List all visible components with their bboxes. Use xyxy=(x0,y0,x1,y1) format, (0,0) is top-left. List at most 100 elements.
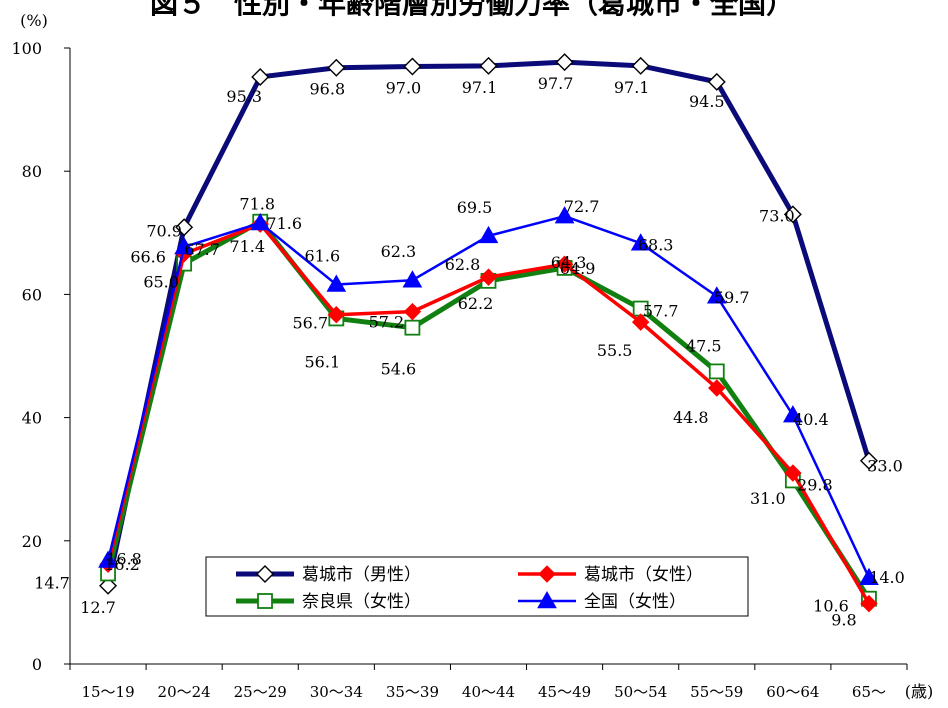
y-tick-label: 0 xyxy=(32,655,42,674)
data-label: 94.5 xyxy=(689,92,725,111)
data-point xyxy=(630,233,651,251)
data-label: 16.2 xyxy=(104,555,140,574)
y-tick-label: 80 xyxy=(22,162,42,181)
data-label: 97.1 xyxy=(614,78,650,97)
data-label: 69.5 xyxy=(457,198,493,217)
data-label: 59.7 xyxy=(714,288,750,307)
legend-label: 葛城市（女性） xyxy=(584,565,703,585)
data-point xyxy=(554,206,575,224)
data-label: 71.6 xyxy=(266,214,302,233)
data-point xyxy=(174,236,194,255)
data-label: 72.7 xyxy=(564,197,600,216)
data-label: 56.7 xyxy=(293,314,329,333)
chart-title: 図５ 性別・年齢階層別労働力率（葛城市・全国） xyxy=(150,0,795,20)
data-label: 70.9 xyxy=(146,221,182,240)
data-label: 57.2 xyxy=(369,313,405,332)
data-label: 67.7 xyxy=(184,240,220,259)
data-label: 65.0 xyxy=(143,273,179,292)
legend-box xyxy=(205,556,749,617)
data-point xyxy=(326,274,347,292)
data-point xyxy=(327,58,346,77)
data-point xyxy=(327,306,346,324)
data-point xyxy=(783,405,803,423)
data-point xyxy=(555,53,574,72)
data-label: 97.1 xyxy=(462,78,498,97)
data-point xyxy=(479,268,498,286)
data-point xyxy=(479,56,498,75)
data-label: 96.8 xyxy=(310,80,346,99)
x-tick-label: 55～59 xyxy=(690,683,743,701)
data-point xyxy=(404,319,421,336)
data-point xyxy=(402,270,423,288)
data-label: 33.0 xyxy=(867,457,903,476)
legend-marker xyxy=(538,565,556,583)
data-point xyxy=(708,379,726,397)
x-tick-label: 65～ xyxy=(852,683,886,701)
data-label: 55.5 xyxy=(597,341,633,360)
x-tick-label: 30～34 xyxy=(310,683,363,701)
data-label: 64.3 xyxy=(551,253,587,272)
data-point xyxy=(860,594,878,613)
y-axis-unit: (%) xyxy=(20,11,48,30)
data-label: 71.8 xyxy=(239,195,275,214)
data-label: 97.0 xyxy=(386,78,422,97)
data-point xyxy=(555,255,574,273)
legend-marker xyxy=(537,590,557,609)
axes-layer: 0 20 40 60 80 100 (%) 15～19 20～24 25～29 30～34 35～39… xyxy=(11,11,933,701)
labels-layer: 12.7 70.9 95.3 96.8 97.0 97.1 97.7 97.1 94.5 73.0… xyxy=(34,74,905,629)
data-point xyxy=(708,363,725,380)
data-label: 97.7 xyxy=(538,74,574,93)
series-layer xyxy=(98,53,879,613)
x-tick-label: 35～39 xyxy=(386,683,439,701)
data-point xyxy=(706,286,727,304)
y-tick-label: 60 xyxy=(22,285,42,304)
x-tick-label: 45～49 xyxy=(538,683,591,701)
x-tick-label: 15～19 xyxy=(81,683,134,701)
data-label: 61.6 xyxy=(305,247,341,266)
legend-marker xyxy=(257,593,273,609)
data-label: 14.7 xyxy=(34,573,70,592)
x-tick-label: 50～54 xyxy=(614,683,667,701)
data-point xyxy=(250,212,271,231)
data-label: 47.5 xyxy=(686,336,722,355)
data-point xyxy=(859,451,878,470)
data-label: 29.8 xyxy=(797,475,833,494)
legend-marker xyxy=(256,565,274,583)
data-label: 40.4 xyxy=(793,410,829,429)
x-tick-label: 25～29 xyxy=(234,683,287,701)
legend-label: 葛城市（男性） xyxy=(302,565,421,585)
x-tick-label: 60～64 xyxy=(766,683,819,701)
data-point xyxy=(251,67,270,86)
data-label: 62.8 xyxy=(445,255,481,274)
y-tick-label: 100 xyxy=(11,39,42,58)
data-label: 71.4 xyxy=(229,237,265,256)
data-label: 16.8 xyxy=(106,550,142,569)
data-label: 31.0 xyxy=(750,489,786,508)
data-point xyxy=(403,302,422,321)
data-point xyxy=(707,72,726,91)
data-label: 73.0 xyxy=(759,206,795,225)
legend-label: 全国（女性） xyxy=(584,592,686,612)
data-label: 14.0 xyxy=(869,568,905,587)
data-point xyxy=(631,56,650,75)
data-label: 12.7 xyxy=(80,598,116,617)
x-axis-unit: (歳) xyxy=(905,682,934,701)
data-label: 64.9 xyxy=(560,259,596,278)
data-point xyxy=(175,218,194,237)
data-point xyxy=(783,205,802,224)
data-label: 44.8 xyxy=(673,408,709,427)
data-point xyxy=(631,313,650,331)
data-label: 62.2 xyxy=(458,294,494,313)
x-tick-label: 40～44 xyxy=(462,683,515,701)
data-label: 9.8 xyxy=(831,611,856,630)
data-label: 57.7 xyxy=(643,302,679,321)
legend-layer: 葛城市（男性） 葛城市（女性） 奈良県（女性） 全国（女性） xyxy=(205,556,749,617)
y-tick-label: 40 xyxy=(22,409,42,428)
data-label: 10.6 xyxy=(813,597,849,616)
data-label: 66.6 xyxy=(130,248,166,267)
data-label: 56.1 xyxy=(305,352,341,371)
data-point xyxy=(99,576,118,595)
x-tick-label: 20～24 xyxy=(158,683,211,701)
data-label: 95.3 xyxy=(226,87,262,106)
